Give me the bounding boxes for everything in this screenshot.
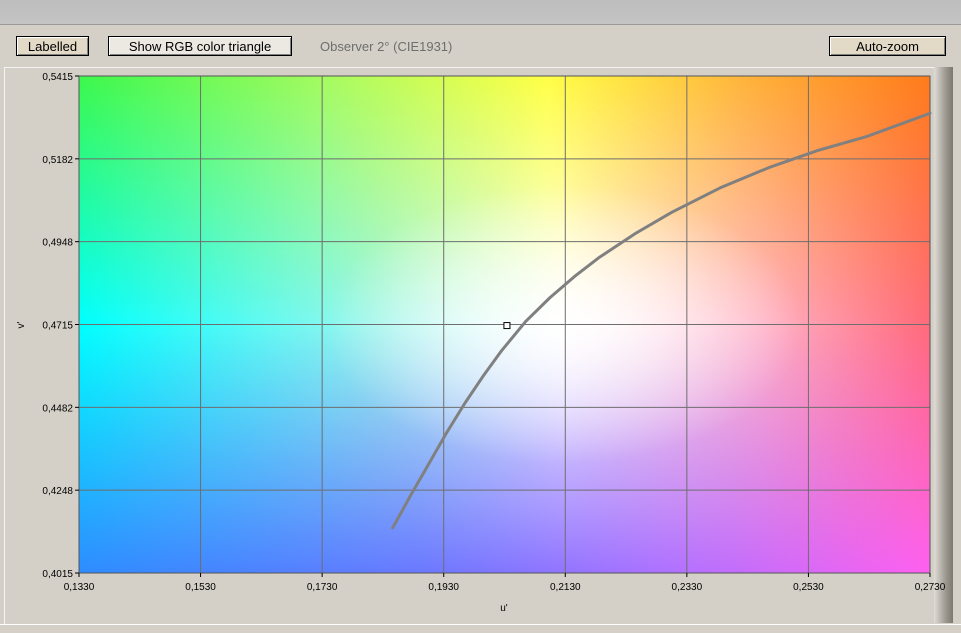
y-tick-label: 0,5182: [42, 155, 73, 166]
x-tick-label: 0,2530: [793, 582, 824, 593]
y-tick-label: 0,4015: [42, 569, 73, 580]
x-tick-label: 0,1730: [307, 582, 338, 593]
x-axis-ticks: 0,1330 0,1530 0,1730 0,1930 0,2130 0,2330 0,25…: [64, 573, 946, 593]
y-tick-label: 0,5415: [42, 72, 73, 83]
labelled-button[interactable]: Labelled: [16, 36, 89, 56]
bottom-border: [0, 624, 961, 633]
planckian-locus-line: [391, 111, 932, 530]
y-tick-label: 0,4948: [42, 238, 73, 249]
series-layer: [391, 111, 932, 530]
y-axis-label: v': [16, 321, 27, 328]
y-tick-label: 0,4482: [42, 403, 73, 414]
x-tick-label: 0,1330: [64, 582, 95, 593]
y-axis-ticks: 0,5415 0,5182 0,4948 0,4715 0,4482 0,4248 0,40…: [42, 72, 79, 580]
x-axis-label: u': [500, 603, 508, 614]
vertical-scrollbar[interactable]: [934, 67, 953, 623]
y-tick-label: 0,4248: [42, 486, 73, 497]
show-rgb-triangle-button[interactable]: Show RGB color triangle: [108, 36, 292, 56]
x-tick-label: 0,2130: [550, 582, 581, 593]
observer-label: Observer 2° (CIE1931): [320, 39, 453, 54]
toolbar: Labelled Show RGB color triangle Observe…: [0, 25, 961, 65]
auto-zoom-button[interactable]: Auto-zoom: [829, 36, 946, 56]
x-tick-label: 0,2330: [672, 582, 703, 593]
x-tick-label: 0,1530: [185, 582, 216, 593]
selected-point-marker[interactable]: [503, 322, 511, 330]
window-title-bar: [0, 0, 961, 25]
x-tick-label: 0,1930: [428, 582, 459, 593]
y-tick-label: 0,4715: [42, 321, 73, 332]
x-tick-label: 0,2730: [915, 582, 946, 593]
